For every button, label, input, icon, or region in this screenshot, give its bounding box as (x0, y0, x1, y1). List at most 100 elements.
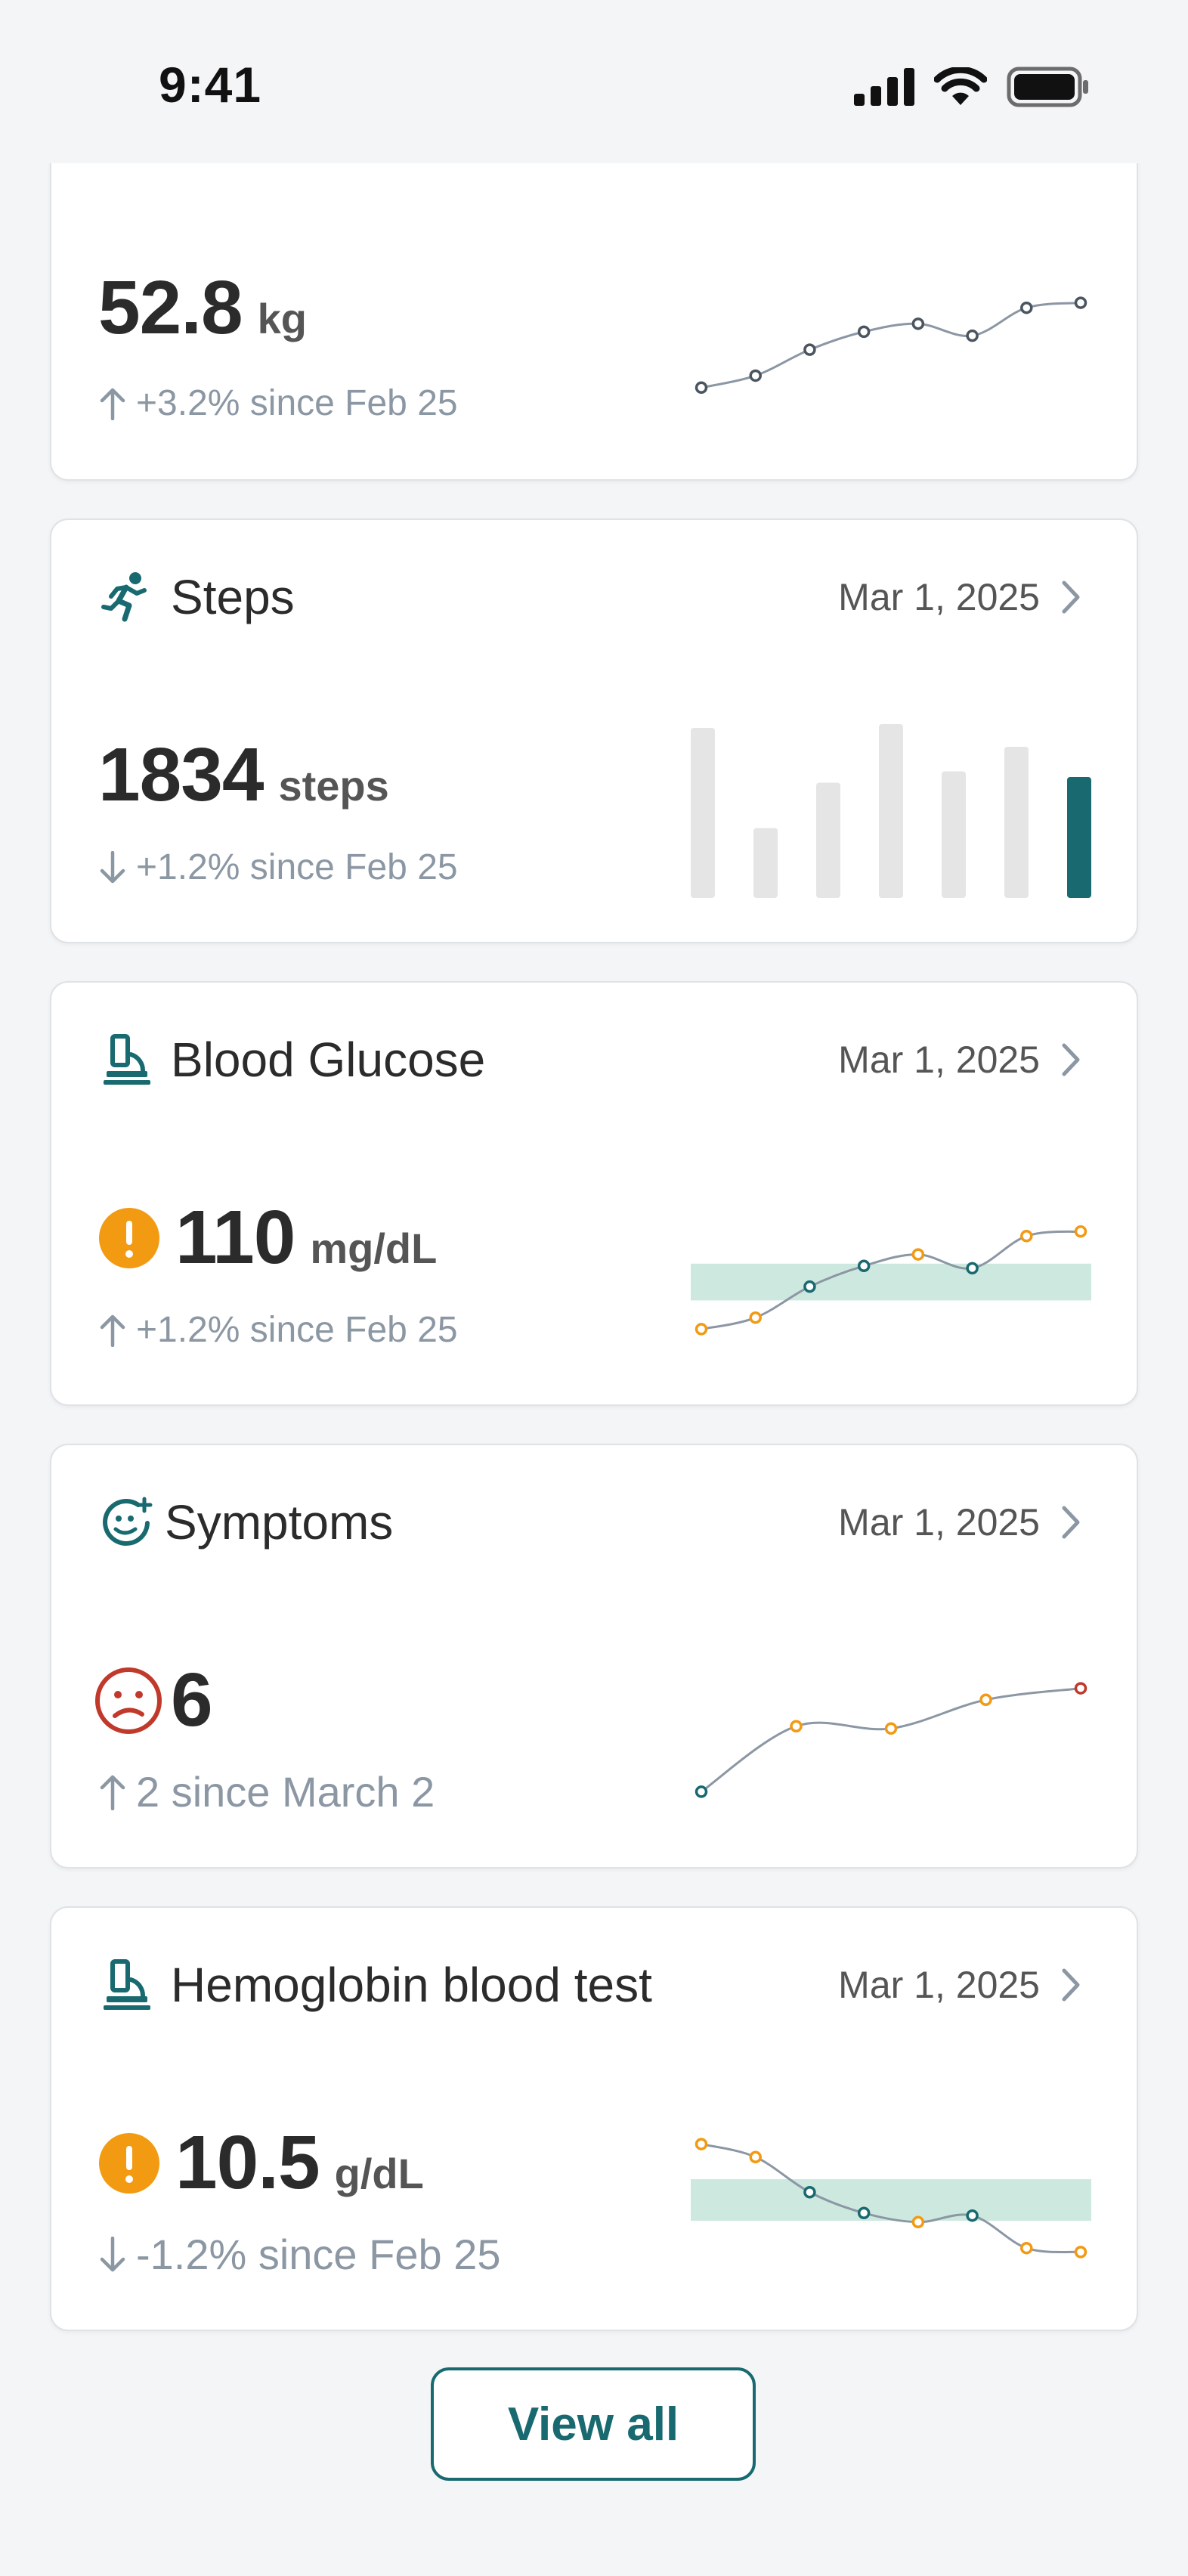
steps-bar (1004, 747, 1029, 898)
symptoms-date: Mar 1, 2025 (838, 1501, 1040, 1543)
symptoms-header: Symptoms Mar 1, 2025 (98, 1492, 1090, 1553)
hemoglobin-line (701, 2143, 1081, 2253)
warning-icon (99, 1207, 159, 1268)
glucose-point (695, 1323, 708, 1336)
symptoms-delta: 2 since March 2 (98, 1767, 435, 1816)
steps-unit: steps (278, 762, 389, 810)
chevron-right-icon[interactable] (1060, 1500, 1090, 1545)
symptoms-value-row: 6 (94, 1657, 213, 1744)
symptoms-point (790, 1720, 803, 1733)
glucose-date: Mar 1, 2025 (838, 1039, 1040, 1081)
steps-bar-chart (691, 724, 1091, 898)
glucose-sparkline (691, 1225, 1091, 1336)
weight-sparkline (695, 296, 1087, 395)
signal-icon (854, 68, 914, 106)
glucose-title: Blood Glucose (171, 1033, 486, 1087)
steps-delta-text: +1.2% since Feb 25 (136, 847, 458, 887)
steps-bar (753, 828, 778, 898)
hemoglobin-card[interactable]: Hemoglobin blood test Mar 1, 2025 10.5 g… (50, 1906, 1138, 2331)
steps-bar (691, 728, 715, 898)
smiley-plus-icon (98, 1494, 156, 1551)
steps-value: 1834 (98, 732, 264, 817)
hemoglobin-point (911, 2215, 925, 2229)
sad-face-icon (95, 1667, 162, 1734)
glucose-unit: mg/dL (310, 1225, 438, 1272)
weight-delta-text: +3.2% since Feb 25 (136, 383, 458, 423)
symptoms-point (884, 1722, 898, 1735)
symptoms-line (701, 1687, 1081, 1793)
arrow-down-icon (100, 850, 125, 883)
weight-point (857, 325, 871, 339)
hemoglobin-point (695, 2138, 708, 2150)
glucose-header: Blood Glucose Mar 1, 2025 (98, 1029, 1090, 1090)
chevron-right-icon[interactable] (1060, 1037, 1090, 1082)
steps-card[interactable]: Steps Mar 1, 2025 1834 steps +1.2% since… (50, 519, 1138, 943)
steps-date: Mar 1, 2025 (838, 576, 1040, 618)
glucose-line (701, 1230, 1081, 1330)
arrow-up-icon (100, 388, 125, 420)
glucose-delta: +1.2% since Feb 25 (98, 1309, 458, 1351)
glucose-value-row: 110 mg/dL (98, 1194, 437, 1281)
glucose-card[interactable]: Blood Glucose Mar 1, 2025 110 mg/dL +1.2… (50, 981, 1138, 1406)
hemoglobin-point (803, 2185, 816, 2199)
chevron-right-icon[interactable] (1060, 574, 1090, 620)
arrow-up-icon (100, 1314, 125, 1347)
hemoglobin-point (1020, 2241, 1033, 2255)
symptoms-sparkline (695, 1682, 1087, 1798)
glucose-point (911, 1248, 925, 1261)
symptoms-point (695, 1785, 708, 1798)
weight-point (803, 343, 816, 356)
view-all-button[interactable]: View all (431, 2367, 756, 2481)
weight-card[interactable]: 52.8 kg +3.2% since Feb 25 (50, 136, 1138, 481)
symptoms-card[interactable]: Symptoms Mar 1, 2025 6 2 since March 2 (50, 1444, 1138, 1869)
hemoglobin-point (857, 2206, 871, 2220)
hemoglobin-point (1074, 2246, 1087, 2259)
glucose-point (1074, 1225, 1087, 1238)
running-icon (98, 568, 156, 626)
steps-title: Steps (171, 570, 295, 624)
symptoms-point (979, 1693, 992, 1707)
steps-bar (1067, 777, 1091, 898)
steps-value-row: 1834 steps (98, 732, 389, 819)
symptoms-delta-text: 2 since March 2 (136, 1768, 435, 1816)
glucose-point (966, 1262, 979, 1275)
weight-point (695, 381, 708, 395)
warning-icon (99, 2132, 159, 2194)
glucose-point (857, 1259, 871, 1273)
hemoglobin-header: Hemoglobin blood test Mar 1, 2025 (98, 1955, 1090, 2015)
glucose-point (749, 1311, 762, 1324)
steps-header: Steps Mar 1, 2025 (98, 567, 1090, 627)
steps-bar (879, 724, 903, 898)
wifi-icon (934, 67, 987, 105)
steps-delta: +1.2% since Feb 25 (98, 847, 458, 888)
glucose-point (803, 1280, 816, 1293)
hemoglobin-delta: -1.2% since Feb 25 (98, 2230, 500, 2279)
microscope-icon (98, 1956, 156, 2014)
steps-bar (816, 782, 840, 898)
hemoglobin-unit: g/dL (334, 2150, 424, 2197)
chevron-right-icon[interactable] (1060, 1962, 1090, 2008)
status-bar: 9:41 (0, 0, 1188, 163)
hemoglobin-value: 10.5 (175, 2120, 320, 2205)
arrow-up-icon (100, 1775, 125, 1810)
battery-icon (1007, 67, 1088, 107)
weight-point (749, 369, 762, 382)
symptoms-point (1074, 1682, 1087, 1695)
weight-point (911, 317, 925, 330)
hemoglobin-date: Mar 1, 2025 (838, 1964, 1040, 2006)
weight-point (1074, 296, 1087, 309)
status-time: 9:41 (159, 57, 262, 113)
hemoglobin-delta-text: -1.2% since Feb 25 (136, 2231, 501, 2278)
glucose-value: 110 (175, 1195, 295, 1280)
symptoms-title: Symptoms (165, 1495, 394, 1550)
hemoglobin-title: Hemoglobin blood test (171, 1958, 652, 2012)
glucose-delta-text: +1.2% since Feb 25 (136, 1310, 458, 1350)
microscope-icon (98, 1031, 156, 1088)
weight-unit: kg (257, 295, 307, 342)
weight-value-row: 52.8 kg (98, 265, 307, 351)
steps-bar (942, 771, 966, 898)
hemoglobin-value-row: 10.5 g/dL (98, 2119, 424, 2206)
hemoglobin-point (749, 2150, 762, 2164)
hemoglobin-sparkline (691, 2138, 1091, 2259)
symptoms-value: 6 (171, 1658, 213, 1742)
